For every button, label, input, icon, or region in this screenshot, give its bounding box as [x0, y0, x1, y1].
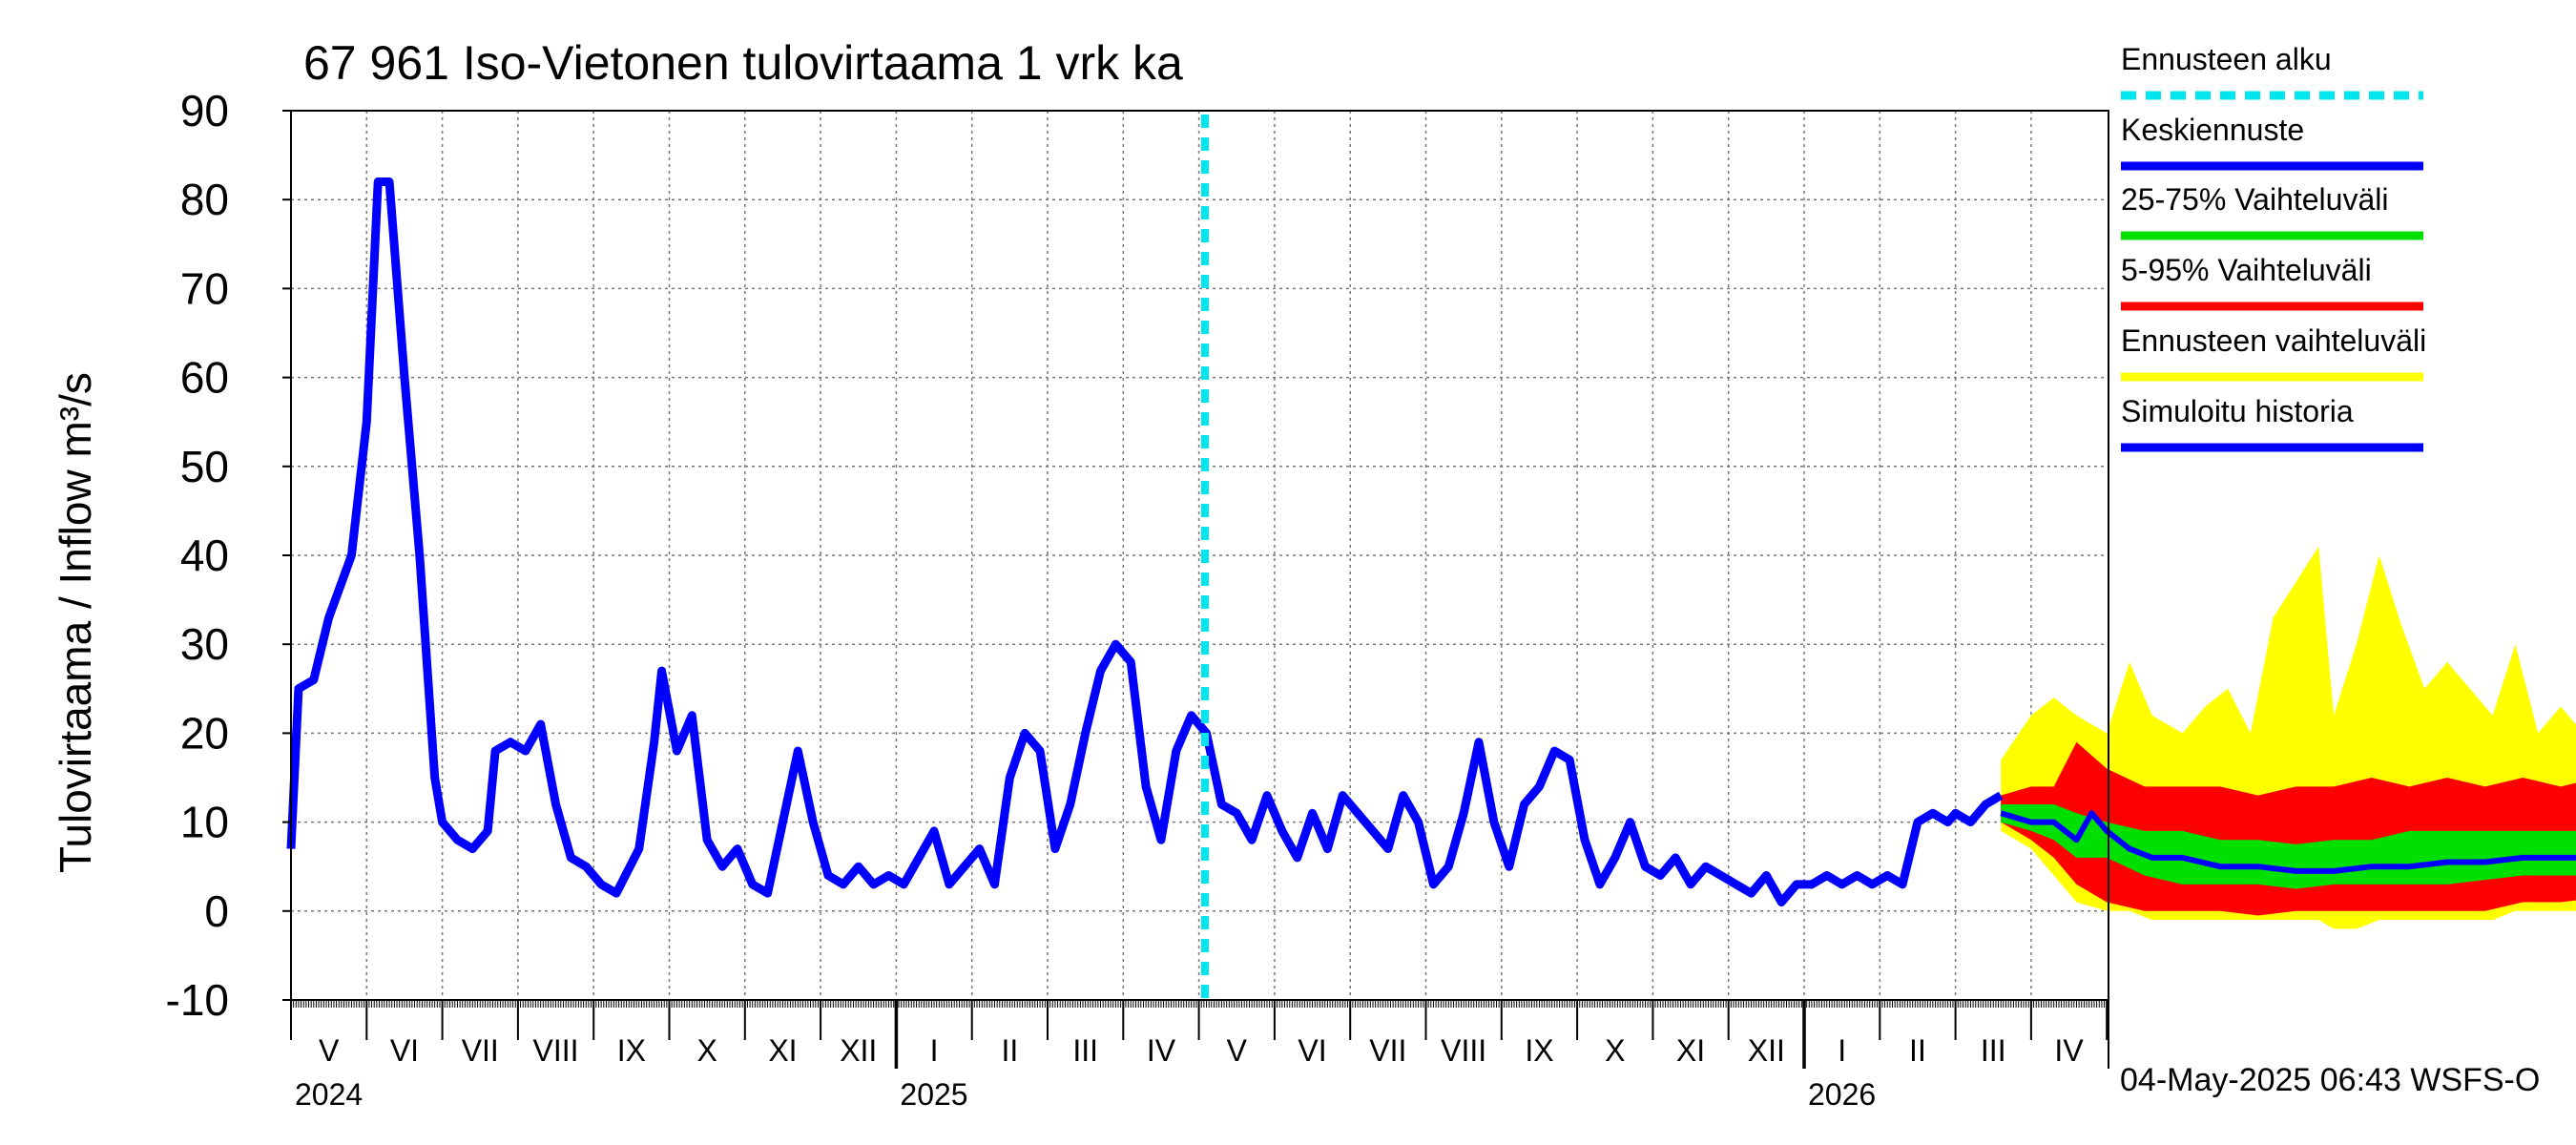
month-label: X — [696, 1033, 717, 1068]
month-label: I — [1838, 1033, 1846, 1068]
month-label: V — [319, 1033, 340, 1068]
y-tick-label: 80 — [180, 175, 229, 224]
month-label: VII — [462, 1033, 499, 1068]
month-label: VIII — [533, 1033, 579, 1068]
y-tick-label: 40 — [180, 531, 229, 580]
legend-label: 25-75% Vaihteluväli — [2121, 182, 2388, 217]
y-tick-label: 30 — [180, 619, 229, 669]
history-line — [286, 177, 2004, 906]
month-label: II — [1001, 1033, 1018, 1068]
month-label: VIII — [1441, 1033, 1486, 1068]
month-label: IX — [617, 1033, 646, 1068]
month-label: IV — [2054, 1033, 2084, 1068]
month-label: I — [930, 1033, 939, 1068]
y-tick-label: 50 — [180, 442, 229, 491]
timestamp-label: 04-May-2025 06:43 WSFS-O — [2120, 1062, 2540, 1098]
forecast-bands — [2001, 546, 2576, 929]
band-25-75 — [2001, 803, 2576, 889]
year-label: 2024 — [295, 1077, 363, 1112]
month-label: VI — [390, 1033, 419, 1068]
legend-label: 5-95% Vaihteluväli — [2121, 253, 2372, 287]
month-label: XI — [768, 1033, 797, 1068]
plot-frame — [290, 110, 2109, 1069]
y-tick-label: -10 — [166, 975, 229, 1025]
month-label: X — [1605, 1033, 1625, 1068]
legend-label: Keskiennuste — [2121, 113, 2304, 147]
x-axis-months: V VI VII VIII IX X XI XII I II III IV V VI VII VIII IX X X… — [290, 1000, 2109, 1069]
month-label: III — [1981, 1033, 2006, 1068]
month-label: XII — [840, 1033, 877, 1068]
y-tick-label: 0 — [204, 886, 229, 936]
y-axis-ticks: -10 0 10 20 30 40 50 60 70 80 90 — [166, 86, 291, 1025]
legend: Ennusteen alku Keskiennuste 25-75% Vaihtel… — [2121, 42, 2426, 452]
month-label: XI — [1676, 1033, 1705, 1068]
year-label: 2025 — [900, 1077, 967, 1112]
month-label: VII — [1369, 1033, 1406, 1068]
x-axis-years: 2024 2025 2026 — [295, 1077, 1876, 1112]
year-label: 2026 — [1808, 1077, 1876, 1112]
legend-label: Simuloitu historia — [2121, 394, 2354, 428]
y-tick-label: 90 — [180, 86, 229, 135]
data-lines — [286, 114, 2576, 1000]
month-label: VI — [1298, 1033, 1326, 1068]
month-label: II — [1909, 1033, 1926, 1068]
y-tick-label: 60 — [180, 353, 229, 403]
y-axis-label: Tulovirtaama / Inflow m³/s — [51, 372, 100, 873]
month-label: IV — [1147, 1033, 1176, 1068]
month-label: XII — [1748, 1033, 1785, 1068]
legend-label: Ennusteen vaihteluväli — [2121, 323, 2426, 358]
median-line — [2000, 810, 2576, 874]
chart-title: 67 961 Iso-Vietonen tulovirtaama 1 vrk k… — [303, 36, 1183, 90]
month-label: III — [1072, 1033, 1098, 1068]
legend-label: Ennusteen alku — [2121, 42, 2332, 76]
month-label: V — [1227, 1033, 1248, 1068]
y-tick-label: 70 — [180, 263, 229, 313]
month-label: IX — [1525, 1033, 1553, 1068]
grid-lines — [291, 111, 2109, 1000]
y-tick-label: 20 — [180, 708, 229, 758]
y-tick-label: 10 — [180, 798, 229, 847]
